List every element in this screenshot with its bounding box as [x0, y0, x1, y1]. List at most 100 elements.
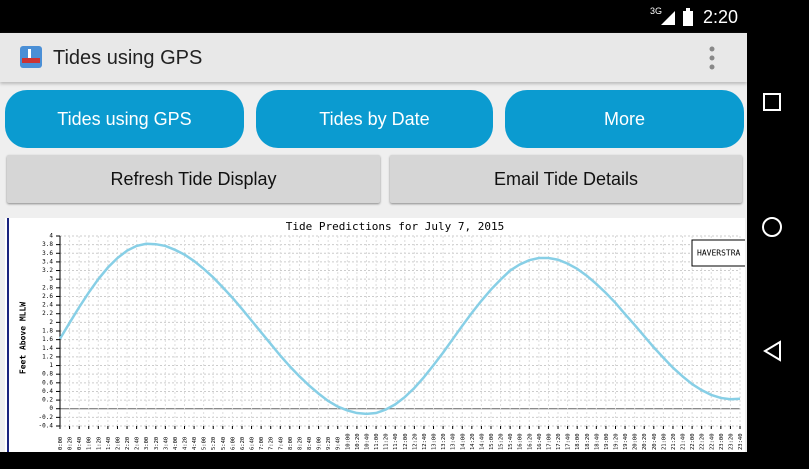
network-type: 3G [650, 6, 663, 16]
x-tick-label: 9:20 [326, 437, 332, 450]
y-tick-label: 0.6 [42, 379, 53, 386]
x-tick-label: 3:20 [154, 437, 160, 450]
app-bar: Tides using GPS [0, 33, 747, 82]
x-tick-label: 12:20 [412, 433, 418, 450]
x-tick-label: 8:40 [307, 437, 313, 450]
x-tick-label: 6:00 [230, 437, 236, 450]
y-axis-label: Feet Above MLLW [19, 302, 28, 374]
x-tick-label: 4:20 [183, 437, 189, 450]
x-tick-label: 2:00 [115, 437, 121, 450]
x-tick-label: 18:00 [575, 433, 581, 450]
y-tick-label: 1.2 [42, 353, 53, 360]
x-tick-label: 22:20 [700, 433, 706, 450]
back-button[interactable] [763, 340, 781, 362]
y-tick-label: 0 [49, 405, 53, 412]
x-tick-label: 8:00 [288, 437, 294, 450]
x-tick-label: 6:20 [240, 437, 246, 450]
x-tick-label: 1:20 [96, 437, 102, 450]
action-button[interactable]: Refresh Tide Display [7, 155, 380, 203]
overflow-menu[interactable] [707, 45, 717, 71]
y-tick-label: -0.2 [39, 414, 54, 421]
y-tick-label: 3.6 [42, 250, 53, 257]
x-tick-label: 16:20 [527, 433, 533, 450]
x-tick-label: 5:00 [202, 437, 208, 450]
x-tick-label: 1:40 [106, 437, 112, 450]
x-tick-label: 11:20 [384, 433, 390, 450]
x-tick-label: 3:00 [144, 437, 150, 450]
x-tick-label: 16:00 [518, 433, 524, 450]
home-button[interactable] [762, 217, 782, 237]
x-tick-label: 18:40 [594, 433, 600, 450]
x-tick-label: 17:00 [546, 433, 552, 450]
x-tick-label: 15:40 [508, 433, 514, 450]
legend-box [691, 239, 745, 267]
chart-title: Tide Predictions for July 7, 2015 [286, 220, 505, 233]
x-tick-label: 2:20 [125, 437, 131, 450]
x-tick-label: 13:40 [451, 433, 457, 450]
y-tick-label: 0.8 [42, 371, 53, 378]
x-tick-label: 12:00 [403, 433, 409, 450]
y-tick-label: 0.4 [42, 388, 53, 395]
y-tick-label: 2.8 [42, 284, 53, 291]
x-tick-label: 9:00 [317, 437, 323, 450]
y-tick-label: 1 [49, 362, 53, 369]
status-bar: 3G 2:20 [0, 0, 809, 33]
x-tick-label: 21:00 [661, 433, 667, 450]
x-tick-label: 11:00 [374, 433, 380, 450]
x-tick-label: 4:00 [173, 437, 179, 450]
y-tick-label: 1.8 [42, 328, 53, 335]
x-tick-label: 16:40 [537, 433, 543, 450]
x-tick-label: 10:00 [345, 433, 351, 450]
x-tick-label: 17:40 [566, 433, 572, 450]
app-title: Tides using GPS [53, 47, 203, 69]
x-tick-label: 20:00 [633, 433, 639, 450]
x-tick-label: 7:40 [278, 437, 284, 450]
x-tick-label: 21:20 [671, 433, 677, 450]
tide-chart: Tide Predictions for July 7, 2015 Feet A… [5, 218, 745, 452]
x-tick-label: 19:40 [623, 433, 629, 450]
y-tick-label: 3.2 [42, 267, 53, 274]
x-tick-label: 9:40 [336, 437, 342, 450]
x-tick-label: 11:40 [393, 433, 399, 450]
x-tick-label: 2:40 [135, 437, 141, 450]
x-tick-label: 22:00 [690, 433, 696, 450]
x-tick-label: 18:20 [585, 433, 591, 450]
x-tick-label: 19:20 [613, 433, 619, 450]
nav-button[interactable]: Tides by Date [256, 90, 493, 148]
legend-label: HAVERSTRA [697, 249, 741, 258]
x-tick-label: 5:40 [221, 437, 227, 450]
nav-button[interactable]: Tides using GPS [5, 90, 244, 148]
tide-line [58, 242, 741, 416]
x-tick-label: 13:00 [432, 433, 438, 450]
x-tick-label: 13:20 [441, 433, 447, 450]
x-tick-label: 0:20 [68, 437, 74, 450]
action-button[interactable]: Email Tide Details [390, 155, 742, 203]
nav-bar [747, 33, 809, 469]
status-icons [661, 8, 693, 26]
x-tick-label: 20:40 [652, 433, 658, 450]
x-tick-label: 0:00 [58, 437, 64, 450]
x-tick-label: 19:00 [604, 433, 610, 450]
x-tick-label: 1:00 [87, 437, 93, 450]
x-tick-label: 14:20 [470, 433, 476, 450]
x-tick-label: 21:40 [681, 433, 687, 450]
x-tick-label: 14:40 [479, 433, 485, 450]
y-tick-label: 0.2 [42, 397, 53, 404]
x-tick-label: 14:00 [460, 433, 466, 450]
x-tick-label: 15:20 [499, 433, 505, 450]
y-tick-label: -0.4 [39, 423, 54, 430]
y-tick-label: 2.6 [42, 293, 53, 300]
x-tick-label: 23:00 [719, 433, 725, 450]
y-tick-label: 4 [49, 233, 53, 240]
recents-button[interactable] [763, 93, 781, 111]
x-tick-label: 20:20 [642, 433, 648, 450]
y-tick-label: 2.2 [42, 310, 53, 317]
x-tick-label: 4:40 [192, 437, 198, 450]
clock: 2:20 [703, 7, 739, 27]
y-tick-label: 3.4 [42, 258, 53, 265]
x-tick-label: 23:20 [728, 433, 734, 450]
nav-button[interactable]: More [505, 90, 744, 148]
x-tick-label: 22:40 [709, 433, 715, 450]
x-tick-label: 10:20 [355, 433, 361, 450]
